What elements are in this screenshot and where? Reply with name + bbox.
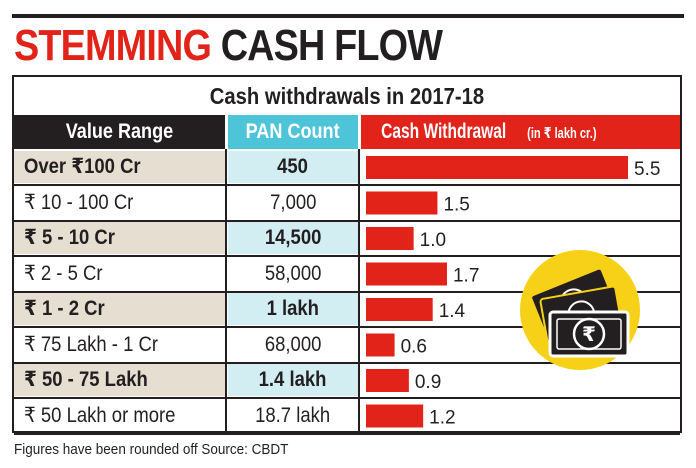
table-row: ₹ 2 - 5 Cr 58,000	[14, 258, 680, 293]
value-range-cell: ₹ 50 Lakh or more	[24, 403, 176, 427]
row-divider	[14, 361, 680, 364]
headline: STEMMING CASH FLOW	[14, 21, 443, 71]
pan-count-cell: 14,500	[228, 222, 358, 254]
value-range-cell: Over ₹100 Cr	[14, 151, 225, 183]
value-range-cell: ₹ 75 Lakh - 1 Cr	[24, 332, 158, 356]
header-value-range: Value Range	[14, 115, 225, 149]
value-range-cell: ₹ 1 - 2 Cr	[14, 293, 225, 325]
footnote: Figures have been rounded off Source: CB…	[14, 441, 289, 458]
pan-count-cell: 1 lakh	[228, 293, 358, 325]
row-divider	[14, 397, 680, 399]
value-range-cell: ₹ 2 - 5 Cr	[24, 261, 103, 285]
pan-count-cell: 450	[228, 151, 358, 183]
row-divider	[14, 184, 680, 186]
table-row: ₹ 50 Lakh or more 18.7 lakh	[14, 400, 680, 435]
row-divider	[14, 255, 680, 257]
chart-subtitle: Cash withdrawals in 2017-18	[209, 83, 485, 109]
column-divider	[225, 149, 227, 431]
value-range-cell: ₹ 10 - 100 Cr	[24, 190, 134, 214]
table-row: ₹ 50 - 75 Lakh 1.4 lakh	[14, 364, 680, 399]
top-rule	[12, 14, 684, 18]
row-divider	[14, 219, 680, 222]
table-row: ₹ 1 - 2 Cr 1 lakh	[14, 293, 680, 328]
row-divider	[14, 326, 680, 328]
table-row: ₹ 75 Lakh - 1 Cr 68,000	[14, 329, 680, 364]
row-divider	[14, 432, 680, 435]
row-divider	[14, 290, 680, 293]
pan-count-cell: 1.4 lakh	[228, 364, 358, 396]
table-row: ₹ 10 - 100 Cr 7,000	[14, 187, 680, 222]
pan-count-cell: 7,000	[269, 190, 317, 214]
headline-part2: CASH FLOW	[220, 21, 443, 70]
value-range-cell: ₹ 50 - 75 Lakh	[14, 364, 225, 396]
header-pan-count: PAN Count	[228, 115, 358, 149]
pan-count-cell: 18.7 lakh	[255, 403, 331, 427]
value-range-cell: ₹ 5 - 10 Cr	[14, 222, 225, 254]
headline-part1: STEMMING	[14, 21, 212, 70]
pan-count-cell: 58,000	[264, 261, 322, 285]
pan-count-cell: 68,000	[264, 332, 322, 356]
column-divider	[358, 149, 360, 431]
table-row: ₹ 5 - 10 Cr 14,500	[14, 222, 680, 257]
header-cash-withdrawal: Cash Withdrawal (in ₹ lakh cr.)	[361, 115, 680, 149]
table-row: Over ₹100 Cr 450	[14, 151, 680, 186]
